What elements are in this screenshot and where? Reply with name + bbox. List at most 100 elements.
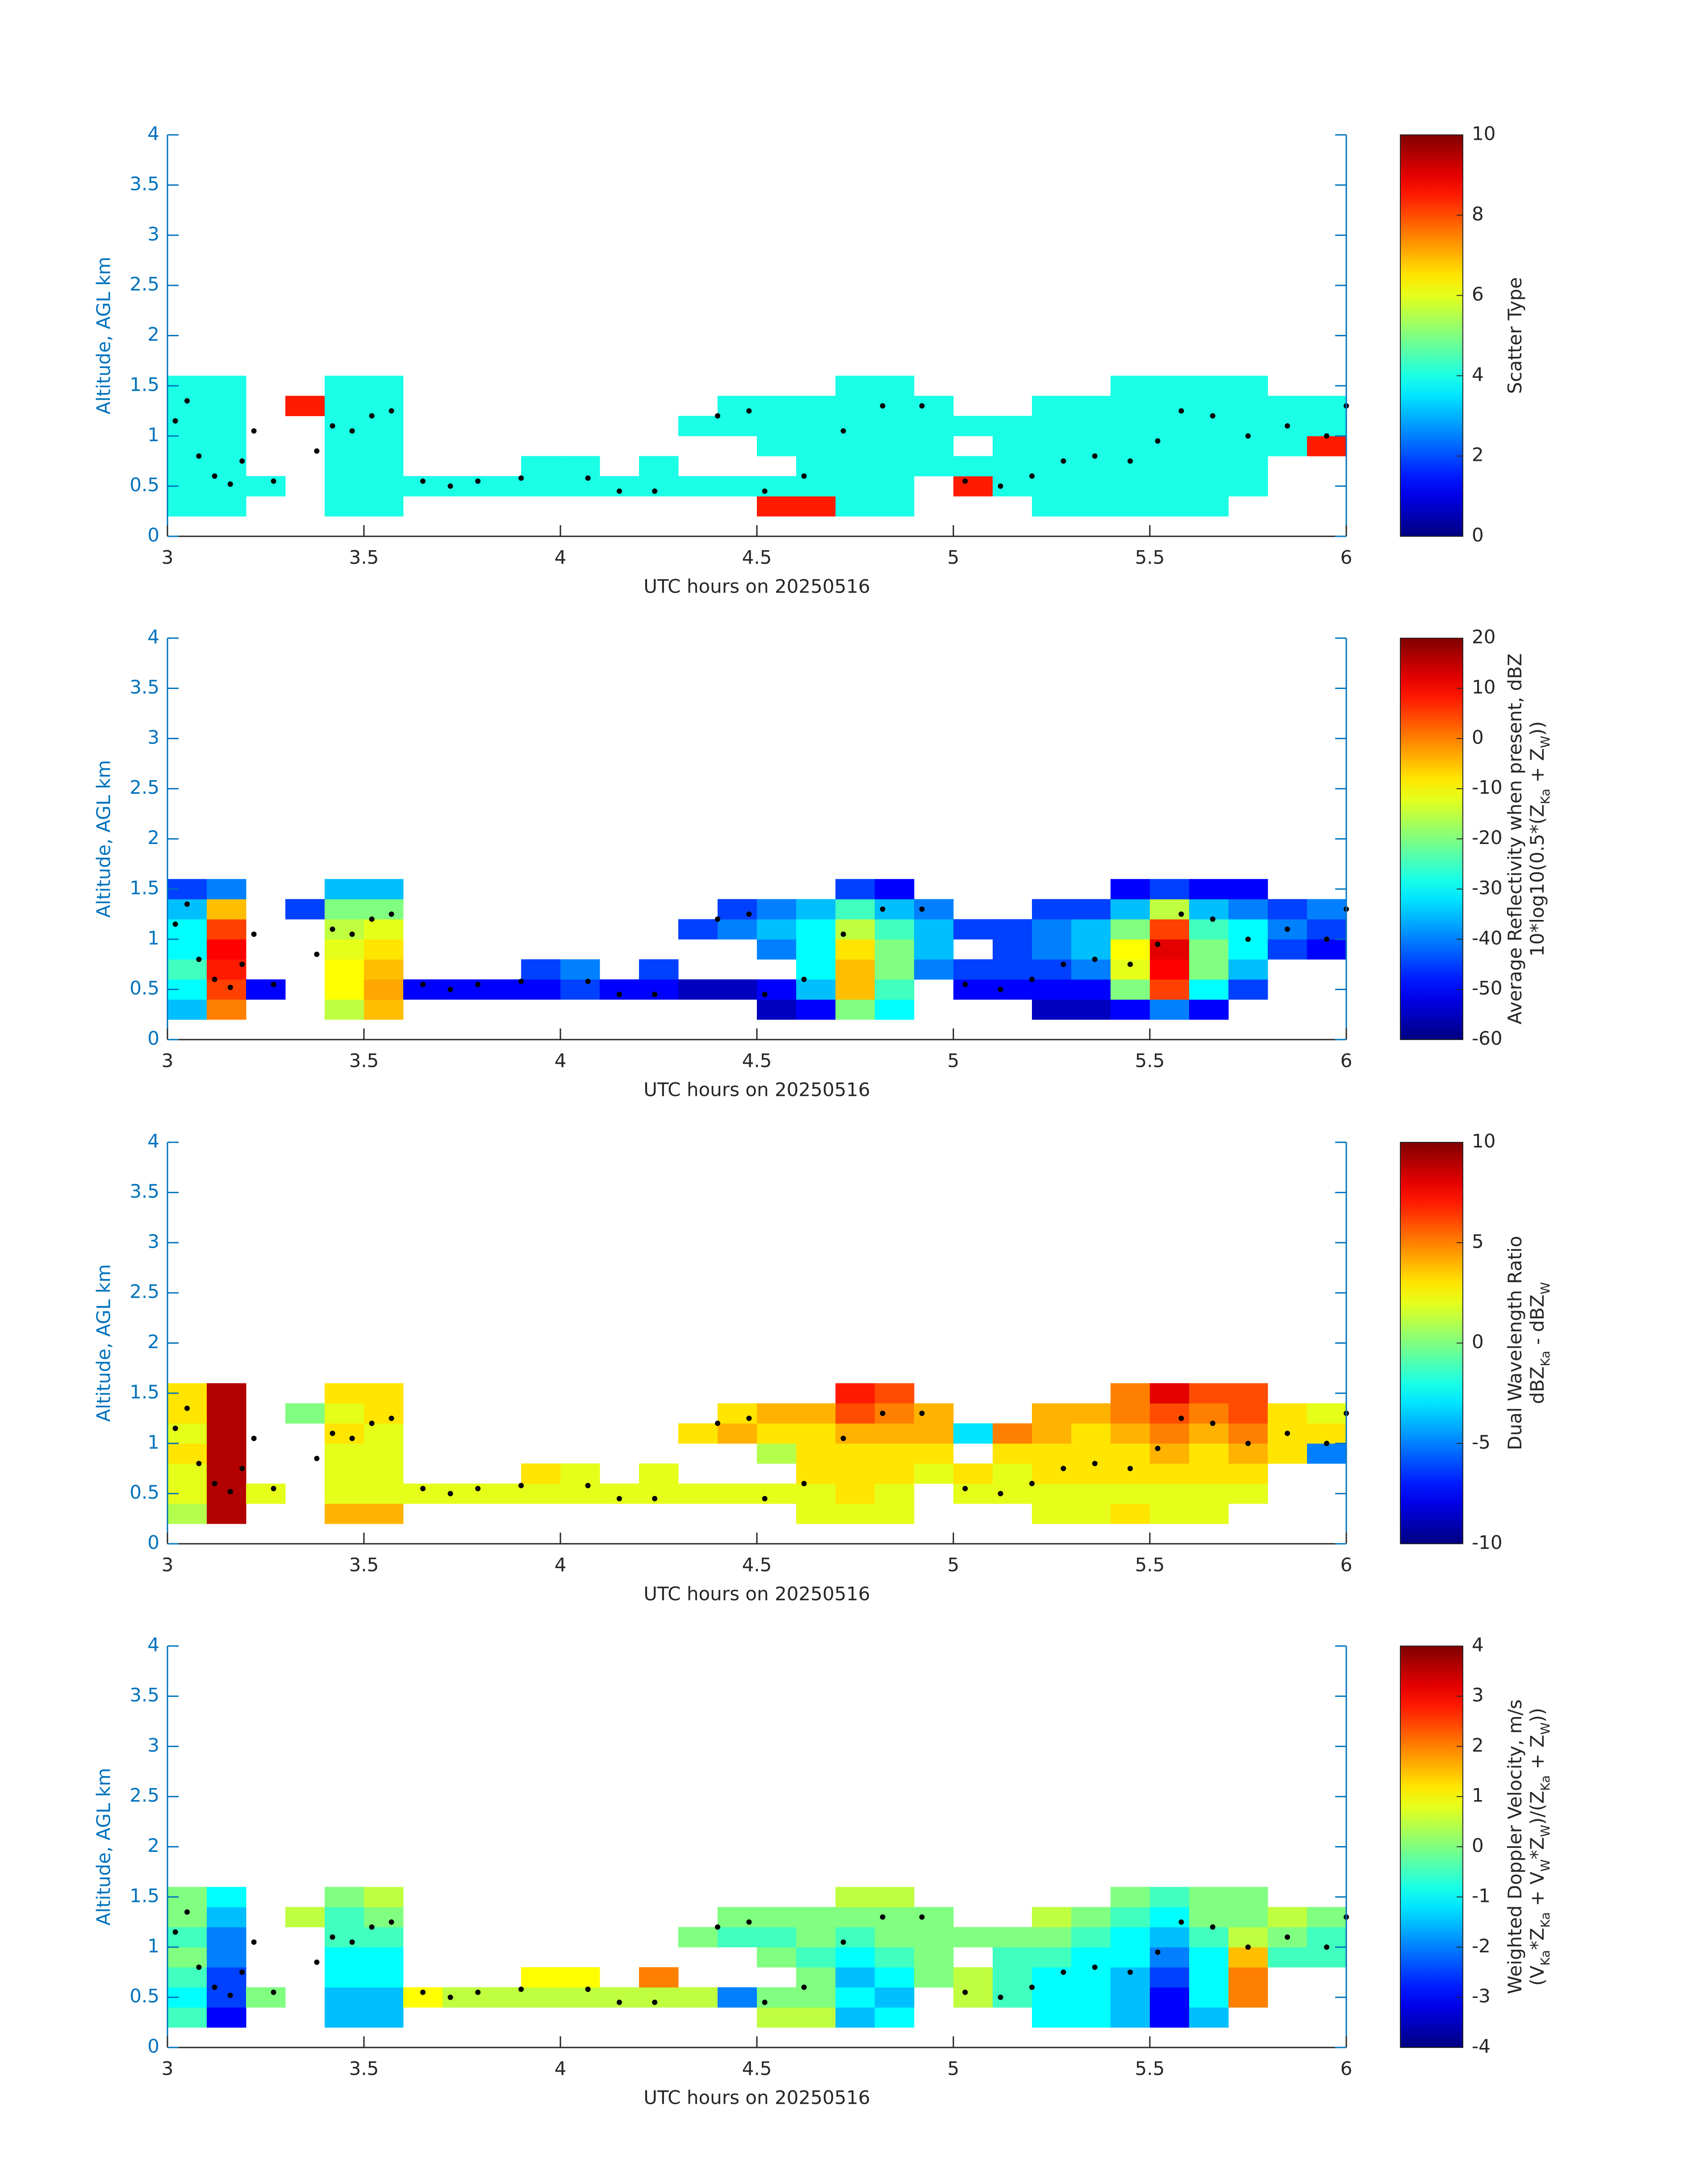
marker-dot [172, 1425, 178, 1431]
heatmap-cell [639, 1483, 679, 1504]
heatmap-cell [207, 939, 246, 960]
heatmap-cell [796, 1463, 836, 1484]
y-tick-label: 1 [147, 1431, 159, 1453]
heatmap-cell [678, 1423, 718, 1444]
heatmap-cell [875, 1483, 915, 1504]
marker-dot [840, 428, 846, 434]
heatmap-cell [325, 879, 364, 899]
heatmap-cell [560, 476, 600, 497]
y-tick-label: 1.5 [129, 1381, 159, 1403]
heatmap-cell [1111, 919, 1150, 940]
colorbar-label-part: W [1538, 1282, 1553, 1295]
heatmap-cell [914, 1927, 954, 1947]
heatmap-cell [1228, 1443, 1268, 1464]
heatmap-cell [1228, 899, 1268, 919]
x-axis-label: UTC hours on 20250516 [643, 1079, 870, 1101]
marker-dot [271, 982, 276, 987]
heatmap-cell [835, 979, 875, 1000]
heatmap-cell [796, 476, 836, 497]
marker-dot [880, 1410, 885, 1416]
marker-dot [1092, 1461, 1098, 1467]
heatmap-cell [875, 456, 915, 476]
heatmap-cell [1111, 979, 1150, 1000]
heatmap-cell [167, 416, 207, 436]
marker-dot [1285, 1934, 1290, 1940]
marker-dot [172, 1929, 178, 1935]
y-axis-label: Altitude, AGL km [93, 760, 115, 918]
heatmap-cell [875, 1927, 915, 1947]
heatmap-cell [1228, 1383, 1268, 1404]
heatmap-cell [1189, 939, 1229, 960]
heatmap-cell [1228, 939, 1268, 960]
heatmap-cell [796, 1967, 836, 1988]
heatmap-cell [835, 939, 875, 960]
marker-dot [349, 1436, 355, 1442]
heatmap-cell [1150, 376, 1190, 396]
x-tick-label: 3 [162, 1554, 174, 1576]
heatmap-cell [678, 919, 718, 940]
marker-dot [388, 1416, 394, 1421]
heatmap-cell [1307, 939, 1347, 960]
colorbar-label-part: *Z [1526, 1928, 1548, 1950]
heatmap-cell [1111, 1907, 1150, 1927]
y-tick-label: 0 [147, 524, 159, 546]
heatmap-cell [246, 1987, 286, 2008]
heatmap-cell [796, 1504, 836, 1524]
colorbar-tick-label: 0 [1472, 524, 1484, 546]
marker-dot [388, 408, 394, 414]
heatmap-cell [1189, 1907, 1229, 1927]
heatmap-cell [521, 1967, 561, 1988]
heatmap-cell [1189, 1403, 1229, 1424]
y-tick-label: 4 [147, 626, 159, 648]
heatmap-cell [953, 919, 993, 940]
heatmap-cell [325, 979, 364, 1000]
y-tick-label: 0 [147, 1532, 159, 1554]
marker-dot [271, 478, 276, 484]
heatmap-cell [1032, 456, 1072, 476]
heatmap-cell [364, 919, 404, 940]
marker-dot [919, 1914, 925, 1920]
heatmap-cell [1150, 1443, 1190, 1464]
heatmap-cell [364, 1504, 404, 1524]
marker-dot [1155, 941, 1161, 947]
colorbar-tick-label: -10 [1472, 777, 1503, 798]
heatmap-cell [1150, 396, 1190, 416]
colorbar-tick-label: -10 [1472, 1532, 1503, 1554]
heatmap-cell [796, 496, 836, 517]
heatmap-cell [1111, 1504, 1150, 1524]
heatmap-cell [1189, 1927, 1229, 1947]
heatmap-cell [364, 979, 404, 1000]
heatmap-cell [875, 1887, 915, 1907]
heatmap-cell [1071, 899, 1111, 919]
heatmap-cell [364, 1403, 404, 1424]
heatmap-cell [1111, 1887, 1150, 1907]
heatmap-cell [1150, 436, 1190, 456]
heatmap-cell [718, 919, 757, 940]
heatmap-cell [1189, 1423, 1229, 1444]
heatmap-cell [1228, 1927, 1268, 1947]
heatmap-cell [796, 899, 836, 919]
heatmap-cell [1150, 939, 1190, 960]
heatmap-cell [718, 1907, 757, 1927]
heatmap-cell [1189, 396, 1229, 416]
heatmap-cell [1307, 416, 1347, 436]
heatmap-cell [1111, 1383, 1150, 1404]
heatmap-cell [167, 1947, 207, 1968]
heatmap-cell [914, 416, 954, 436]
marker-dot [239, 1969, 245, 1975]
heatmap-cell [207, 879, 246, 899]
y-tick-label: 4 [147, 123, 159, 145]
x-tick-label: 5.5 [1135, 1554, 1165, 1576]
heatmap-cell [718, 476, 757, 497]
marker-dot [1092, 957, 1098, 962]
marker-dot [1155, 1949, 1161, 1955]
heatmap-cell [1150, 1463, 1190, 1484]
x-tick-label: 3 [162, 1050, 174, 1072]
x-tick-label: 4 [555, 2058, 567, 2080]
heatmap-cell [1111, 496, 1150, 517]
x-axis-label: UTC hours on 20250516 [643, 1583, 870, 1605]
heatmap-cell [1268, 939, 1307, 960]
heatmap-cell [1150, 476, 1190, 497]
marker-dot [585, 1483, 591, 1488]
marker-dot [172, 921, 178, 927]
